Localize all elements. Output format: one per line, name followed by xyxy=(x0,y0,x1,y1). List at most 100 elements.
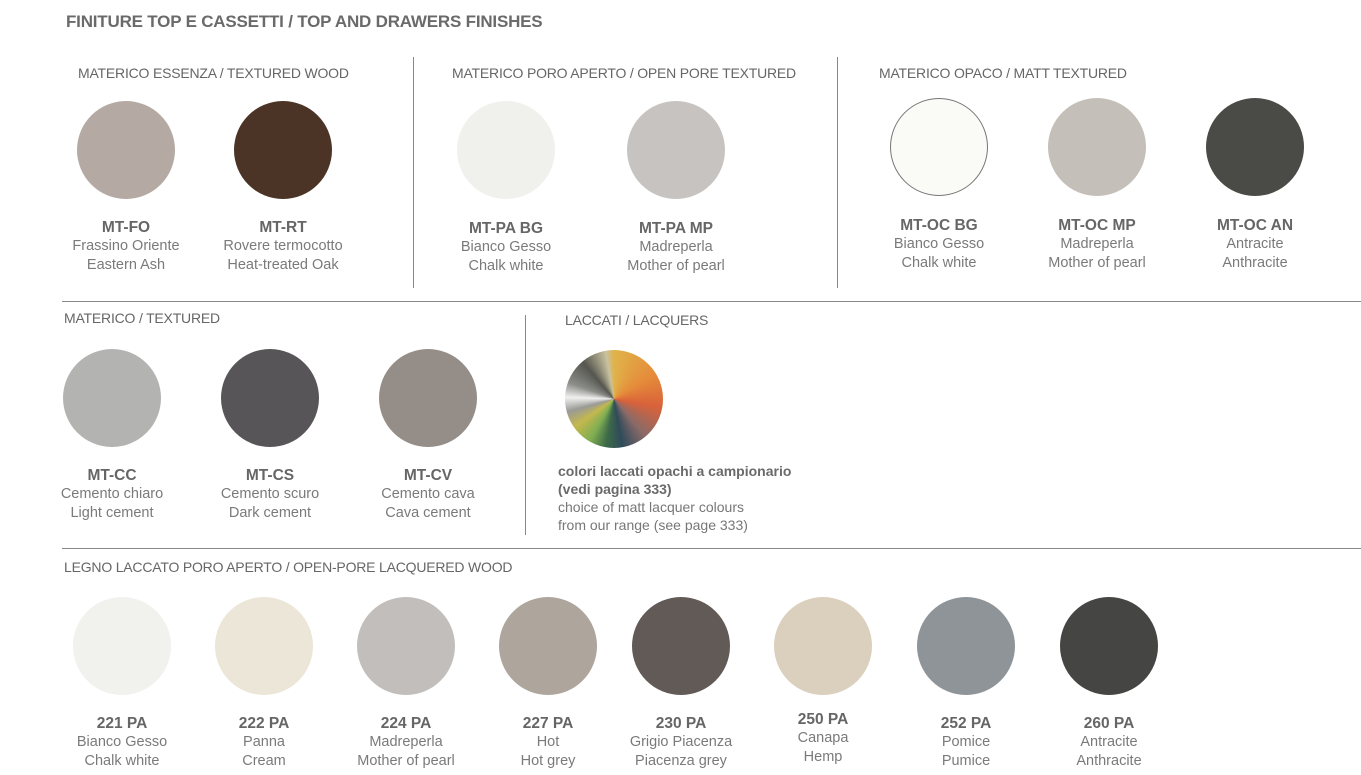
finish-code: MT-FO xyxy=(101,219,151,236)
finish-name-en: Cava cement xyxy=(385,504,471,521)
finish-swatch xyxy=(1048,98,1146,196)
finish-swatch xyxy=(379,349,477,447)
finish-label: 224 PA Madreperla Mother of pearl xyxy=(321,714,491,770)
finish-code: MT-CS xyxy=(245,467,295,484)
finish-label: MT-OC MP Madreperla Mother of pearl xyxy=(1012,216,1182,272)
finish-code: MT-RT xyxy=(259,219,307,236)
finish-swatch xyxy=(1206,98,1304,196)
finish-name-it: Antracite xyxy=(1080,734,1138,750)
finish-name-en: Chalk white xyxy=(901,254,977,271)
finish-swatch xyxy=(234,101,332,199)
lacquer-text-it-2: (vedi pagina 333) xyxy=(558,481,672,497)
finish-swatch xyxy=(357,597,455,695)
finish-name-it: Bianco Gesso xyxy=(893,236,985,252)
finish-name-it: Bianco Gesso xyxy=(76,734,168,750)
finish-swatch xyxy=(63,349,161,447)
finish-name-it: Rovere termocotto xyxy=(223,238,343,254)
finish-name-en: Hot grey xyxy=(520,752,576,769)
finish-code: 221 PA xyxy=(96,715,148,732)
finish-label: MT-PA BG Bianco Gesso Chalk white xyxy=(421,219,591,275)
finish-label: 222 PA Panna Cream xyxy=(179,714,349,770)
finish-swatch xyxy=(457,101,555,199)
finish-name-it: Bianco Gesso xyxy=(460,239,552,255)
finish-code: 252 PA xyxy=(940,715,992,732)
finish-name-it: Panna xyxy=(243,734,285,750)
finish-label: 252 PA Pomice Pumice xyxy=(881,714,1051,770)
finish-label: MT-RT Rovere termocotto Heat-treated Oak xyxy=(198,218,368,274)
finish-code: MT-OC BG xyxy=(900,217,978,234)
finish-swatch xyxy=(1060,597,1158,695)
finish-code: MT-CV xyxy=(403,467,453,484)
finish-name-en: Hemp xyxy=(803,748,843,765)
finish-code: 227 PA xyxy=(522,715,574,732)
lacquer-text-en-1: choice of matt lacquer colours xyxy=(558,499,744,515)
finish-label: 230 PA Grigio Piacenza Piacenza grey xyxy=(596,714,766,770)
finish-name-en: Anthracite xyxy=(1222,254,1288,271)
finish-name-it: Pomice xyxy=(941,734,991,750)
finish-name-it: Cemento scuro xyxy=(220,486,320,502)
finish-name-en: Chalk white xyxy=(84,752,160,769)
finish-label: MT-PA MP Madreperla Mother of pearl xyxy=(591,219,761,275)
finish-swatch xyxy=(632,597,730,695)
finish-name-en: Light cement xyxy=(70,504,154,521)
finish-name-en: Pumice xyxy=(941,752,991,769)
finish-swatch xyxy=(890,98,988,196)
finish-label: 221 PA Bianco Gesso Chalk white xyxy=(37,714,207,770)
finish-code: 230 PA xyxy=(655,715,707,732)
finish-code: MT-OC AN xyxy=(1216,217,1294,234)
finish-code: MT-PA MP xyxy=(638,220,714,237)
finish-label: MT-FO Frassino Oriente Eastern Ash xyxy=(41,218,211,274)
finish-code: 222 PA xyxy=(238,715,290,732)
finish-name-it: Madreperla xyxy=(639,239,713,255)
finish-code: MT-PA BG xyxy=(468,220,544,237)
section-header-matt-textured: MATERICO OPACO / MATT TEXTURED xyxy=(879,65,1127,81)
finish-name-en: Mother of pearl xyxy=(627,257,725,274)
finish-name-en: Anthracite xyxy=(1076,752,1142,769)
finish-swatch xyxy=(215,597,313,695)
divider xyxy=(62,548,1361,549)
section-header-lacquers: LACCATI / LACQUERS xyxy=(565,312,709,328)
lacquer-text-en-2: from our range (see page 333) xyxy=(558,517,748,533)
section-header-textured: MATERICO / TEXTURED xyxy=(64,310,220,326)
finish-code: 224 PA xyxy=(380,715,432,732)
finish-name-it: Frassino Oriente xyxy=(72,238,180,254)
finish-name-it: Cemento chiaro xyxy=(60,486,164,502)
finish-code: MT-CC xyxy=(87,467,137,484)
divider xyxy=(525,315,526,535)
finish-swatch xyxy=(73,597,171,695)
finish-swatch xyxy=(774,597,872,695)
finish-name-en: Chalk white xyxy=(468,257,544,274)
finish-label: 250 PA Canapa Hemp xyxy=(738,710,908,766)
lacquer-text-it-1: colori laccati opachi a campionario xyxy=(558,463,792,479)
lacquer-description: colori laccati opachi a campionario (ved… xyxy=(558,462,791,534)
finish-name-it: Madreperla xyxy=(1060,236,1134,252)
finish-swatch xyxy=(917,597,1015,695)
finish-label: MT-OC AN Antracite Anthracite xyxy=(1170,216,1340,272)
finish-label: 260 PA Antracite Anthracite xyxy=(1024,714,1194,770)
finish-name-en: Piacenza grey xyxy=(635,752,727,769)
page-title: FINITURE TOP E CASSETTI / TOP AND DRAWER… xyxy=(66,12,543,31)
finish-name-it: Madreperla xyxy=(369,734,443,750)
finish-code: 250 PA xyxy=(797,711,849,728)
finish-code: MT-OC MP xyxy=(1058,217,1136,234)
finish-label: MT-CV Cemento cava Cava cement xyxy=(343,466,513,522)
finish-name-en: Mother of pearl xyxy=(1048,254,1146,271)
divider xyxy=(413,57,414,288)
finish-label: MT-CC Cemento chiaro Light cement xyxy=(27,466,197,522)
finish-swatch xyxy=(221,349,319,447)
finish-name-en: Cream xyxy=(242,752,286,769)
lacquer-color-wheel-swatch xyxy=(565,350,663,448)
finish-name-en: Heat-treated Oak xyxy=(227,256,339,273)
finish-swatch xyxy=(627,101,725,199)
section-header-open-pore-textured: MATERICO PORO APERTO / OPEN PORE TEXTURE… xyxy=(452,65,796,81)
finish-swatch xyxy=(77,101,175,199)
finish-label: MT-OC BG Bianco Gesso Chalk white xyxy=(854,216,1024,272)
finish-code: 260 PA xyxy=(1083,715,1135,732)
section-header-open-pore-lacquered-wood: LEGNO LACCATO PORO APERTO / OPEN-PORE LA… xyxy=(64,559,513,575)
finish-name-it: Grigio Piacenza xyxy=(629,734,733,750)
finish-name-en: Eastern Ash xyxy=(86,256,166,273)
finish-name-it: Hot xyxy=(536,734,560,750)
finish-label: MT-CS Cemento scuro Dark cement xyxy=(185,466,355,522)
section-header-textured-wood: MATERICO ESSENZA / TEXTURED WOOD xyxy=(78,65,349,81)
finish-name-it: Canapa xyxy=(797,730,849,746)
